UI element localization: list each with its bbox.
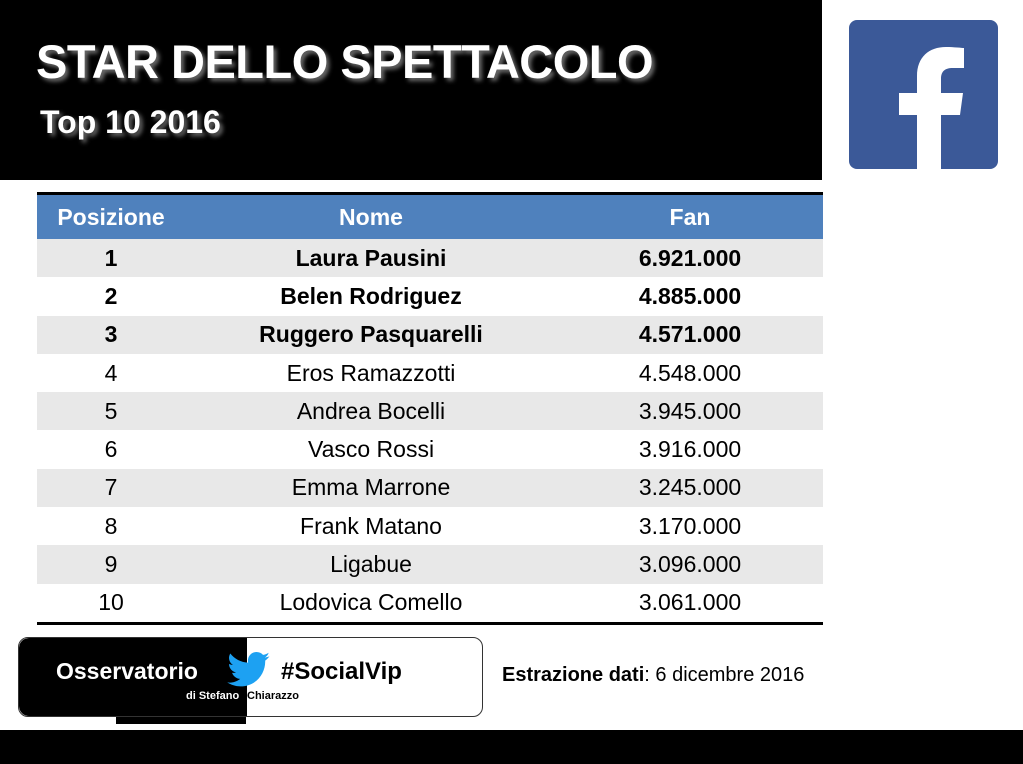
cell-name: Eros Ramazzotti: [286, 359, 456, 386]
table-header-row: Posizione Nome Fan: [37, 195, 823, 239]
brand-hashtag: #SocialVip: [281, 658, 402, 685]
cell-fans: 6.921.000: [638, 244, 742, 271]
cell-name: Emma Marrone: [291, 474, 451, 501]
cell-name: Frank Matano: [300, 512, 442, 539]
column-header-position: Posizione: [57, 203, 165, 230]
cell-fans: 3.916.000: [638, 436, 742, 463]
cell-name: Vasco Rossi: [307, 436, 435, 463]
cell-fans: 3.245.000: [638, 474, 742, 501]
facebook-icon: [849, 20, 998, 169]
brand-black-panel: [19, 638, 247, 716]
column-header-name: Nome: [339, 203, 403, 230]
cell-fans: 3.170.000: [638, 512, 742, 539]
cell-fans: 3.061.000: [638, 589, 742, 616]
cell-name: Andrea Bocelli: [296, 397, 446, 424]
table-row: 6 Vasco Rossi 3.916.000: [37, 430, 823, 468]
table-row: 5 Andrea Bocelli 3.945.000: [37, 392, 823, 431]
table-row: 8 Frank Matano 3.170.000: [37, 507, 823, 545]
table-row: 2 Belen Rodriguez 4.885.000: [37, 277, 823, 315]
cell-fans: 4.885.000: [638, 282, 742, 309]
cell-position: 10: [98, 589, 124, 616]
bottom-bar: [0, 730, 1023, 764]
cell-name: Lodovica Comello: [279, 589, 463, 616]
cell-position: 6: [104, 436, 118, 463]
cell-position: 2: [104, 282, 118, 309]
cell-name: Laura Pausini: [295, 244, 447, 271]
cell-position: 8: [104, 512, 118, 539]
cell-name: Belen Rodriguez: [280, 282, 462, 309]
cell-fans: 3.945.000: [638, 397, 742, 424]
table-row: 1 Laura Pausini 6.921.000: [37, 239, 823, 278]
brand-name: Osservatorio: [56, 658, 198, 684]
ranking-table: Posizione Nome Fan 1 Laura Pausini 6.921…: [37, 192, 823, 625]
table-row: 9 Ligabue 3.096.000: [37, 545, 823, 584]
extraction-date-note: Estrazione dati: 6 dicembre 2016: [502, 664, 804, 687]
cell-fans: 3.096.000: [638, 551, 742, 578]
cell-position: 3: [104, 321, 118, 348]
table-row: 7 Emma Marrone 3.245.000: [37, 468, 823, 508]
column-header-fans: Fan: [669, 203, 711, 230]
cell-fans: 4.571.000: [638, 321, 742, 348]
twitter-bird-icon: [227, 652, 270, 687]
cell-position: 5: [104, 397, 118, 424]
extraction-date: 6 dicembre 2016: [649, 664, 805, 686]
cell-fans: 4.548.000: [638, 359, 742, 386]
cell-position: 9: [104, 551, 118, 578]
cell-name: Ligabue: [330, 551, 412, 578]
cell-name: Ruggero Pasquarelli: [259, 321, 483, 348]
brand-logo: Osservatorio di Stefano Chiarazzo #Socia…: [18, 637, 483, 717]
cell-position: 1: [104, 244, 118, 271]
page-title: STAR DELLO SPETTACOLO: [36, 35, 654, 88]
cell-position: 4: [104, 359, 118, 386]
table-row: 10 Lodovica Comello 3.061.000: [37, 584, 823, 622]
extraction-separator: :: [644, 664, 650, 686]
cell-position: 7: [104, 474, 118, 501]
table-row: 4 Eros Ramazzotti 4.548.000: [37, 354, 823, 392]
header-banner: STAR DELLO SPETTACOLO Top 10 2016: [0, 0, 822, 180]
page-subtitle: Top 10 2016: [40, 104, 221, 140]
brand-byline-first: di Stefano: [186, 690, 240, 702]
brand-byline-second: Chiarazzo: [247, 690, 299, 702]
table-row: 3 Ruggero Pasquarelli 4.571.000: [37, 315, 823, 354]
extraction-label: Estrazione dati: [502, 664, 645, 686]
